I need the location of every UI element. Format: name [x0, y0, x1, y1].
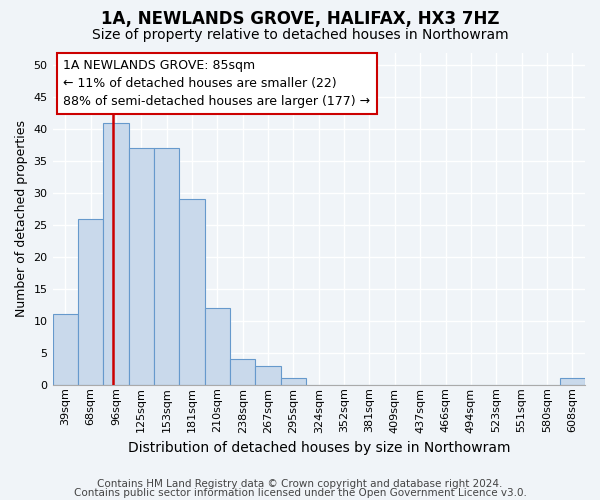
Bar: [205, 308, 230, 385]
Text: 1A, NEWLANDS GROVE, HALIFAX, HX3 7HZ: 1A, NEWLANDS GROVE, HALIFAX, HX3 7HZ: [101, 10, 499, 28]
Text: Contains public sector information licensed under the Open Government Licence v3: Contains public sector information licen…: [74, 488, 526, 498]
Bar: [78, 218, 103, 385]
Bar: [53, 314, 78, 385]
Bar: [179, 200, 205, 385]
Bar: [230, 359, 256, 385]
Text: Size of property relative to detached houses in Northowram: Size of property relative to detached ho…: [92, 28, 508, 42]
Y-axis label: Number of detached properties: Number of detached properties: [15, 120, 28, 317]
X-axis label: Distribution of detached houses by size in Northowram: Distribution of detached houses by size …: [128, 441, 510, 455]
Bar: [256, 366, 281, 385]
Text: 1A NEWLANDS GROVE: 85sqm
← 11% of detached houses are smaller (22)
88% of semi-d: 1A NEWLANDS GROVE: 85sqm ← 11% of detach…: [63, 59, 370, 108]
Bar: [103, 123, 128, 385]
Bar: [560, 378, 585, 385]
Text: Contains HM Land Registry data © Crown copyright and database right 2024.: Contains HM Land Registry data © Crown c…: [97, 479, 503, 489]
Bar: [154, 148, 179, 385]
Bar: [128, 148, 154, 385]
Bar: [281, 378, 306, 385]
